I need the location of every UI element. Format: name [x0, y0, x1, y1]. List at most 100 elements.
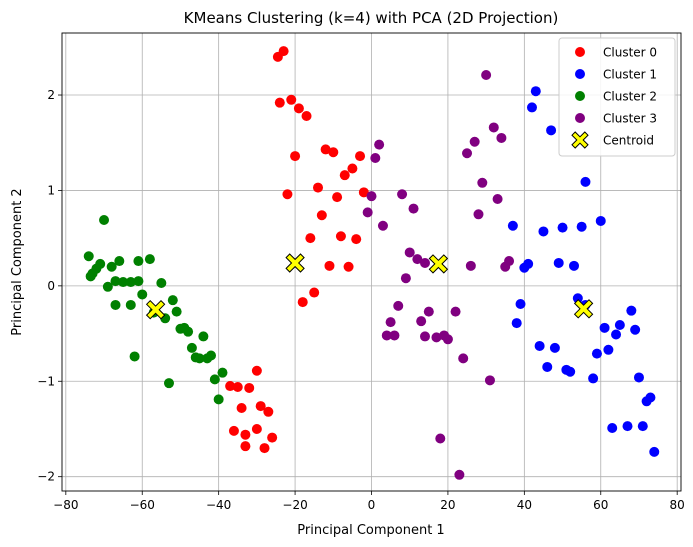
data-point [179, 322, 190, 333]
centroid-marker [428, 254, 449, 274]
data-point [244, 382, 255, 393]
data-point [251, 423, 262, 434]
data-point [186, 342, 197, 353]
series-cluster-1 [507, 86, 660, 457]
x-tick-label: 60 [593, 498, 608, 512]
data-point [526, 102, 537, 113]
data-point [293, 103, 304, 114]
legend-label: Cluster 1 [603, 68, 657, 82]
data-point [355, 151, 366, 162]
data-point [240, 441, 251, 452]
data-point [431, 332, 442, 343]
x-tick-label: 0 [368, 498, 376, 512]
data-point [580, 176, 591, 187]
data-point [286, 94, 297, 105]
data-point [404, 247, 415, 258]
x-tick-label: 40 [517, 498, 532, 512]
data-point [588, 373, 599, 384]
data-point [423, 306, 434, 317]
data-point [198, 331, 209, 342]
legend-label: Centroid [603, 134, 654, 148]
data-point [569, 260, 580, 271]
data-point [565, 366, 576, 377]
data-point [316, 210, 327, 221]
axis-ticks: −80 −60 −40 −20 0 20 40 60 80 −2 −1 0 1 2 [37, 88, 685, 512]
data-point [454, 469, 465, 480]
data-point [542, 361, 553, 372]
legend-marker [571, 131, 589, 149]
data-point [83, 251, 94, 262]
data-point [442, 334, 453, 345]
data-point [630, 324, 641, 335]
data-point [171, 306, 182, 317]
data-point [358, 187, 369, 198]
data-point [553, 257, 564, 268]
data-point [393, 300, 404, 311]
data-point [125, 299, 136, 310]
data-point [374, 139, 385, 150]
legend: Cluster 0 Cluster 1 Cluster 2 Cluster 3 Cent… [558, 37, 676, 157]
data-point [278, 46, 289, 57]
data-point [209, 374, 220, 385]
data-point [469, 136, 480, 147]
data-point [144, 254, 155, 265]
data-point [397, 189, 408, 200]
x-tick-label: 80 [670, 498, 685, 512]
y-tick-label: −2 [37, 470, 55, 484]
data-point [484, 375, 495, 386]
y-tick-label: 1 [47, 183, 55, 197]
series-cluster-2 [83, 215, 228, 405]
legend-box [558, 37, 676, 157]
data-point [614, 319, 625, 330]
legend-label: Cluster 3 [603, 112, 657, 126]
data-point [263, 406, 274, 417]
data-point [408, 203, 419, 214]
legend-marker [575, 47, 585, 57]
data-point [324, 260, 335, 271]
data-point [110, 299, 121, 310]
data-point [515, 298, 526, 309]
chart-title: KMeans Clustering (k=4) with PCA (2D Pro… [184, 9, 559, 27]
data-point [488, 122, 499, 133]
data-point [274, 97, 285, 108]
data-point [435, 433, 446, 444]
data-point [477, 177, 488, 188]
plot-area-frame [61, 32, 682, 492]
data-point [400, 273, 411, 284]
data-point [370, 152, 381, 163]
series-centroid [145, 253, 594, 320]
data-point [641, 396, 652, 407]
data-point [236, 402, 247, 413]
data-point [377, 220, 388, 231]
data-point [626, 305, 637, 316]
data-point [591, 348, 602, 359]
centroid-marker [145, 299, 166, 320]
data-point [95, 258, 106, 269]
data-point [167, 295, 178, 306]
data-point [412, 254, 423, 265]
data-point [267, 432, 278, 443]
data-point [549, 342, 560, 353]
data-point [595, 215, 606, 226]
series-cluster-3 [362, 69, 515, 480]
data-point [649, 446, 660, 457]
data-point [458, 353, 469, 364]
data-point [251, 365, 262, 376]
data-point [416, 316, 427, 327]
data-point [99, 215, 110, 226]
data-point [419, 257, 430, 268]
data-point [339, 170, 350, 181]
data-point [343, 261, 354, 272]
data-point [206, 350, 217, 361]
y-tick-label: 0 [47, 279, 55, 293]
data-point [217, 367, 228, 378]
data-point [534, 340, 545, 351]
data-points [83, 46, 660, 480]
series-cluster-0 [225, 46, 369, 454]
data-point [546, 125, 557, 136]
data-point [301, 111, 312, 122]
data-point [213, 394, 224, 405]
data-point [335, 231, 346, 242]
data-point [557, 222, 568, 233]
